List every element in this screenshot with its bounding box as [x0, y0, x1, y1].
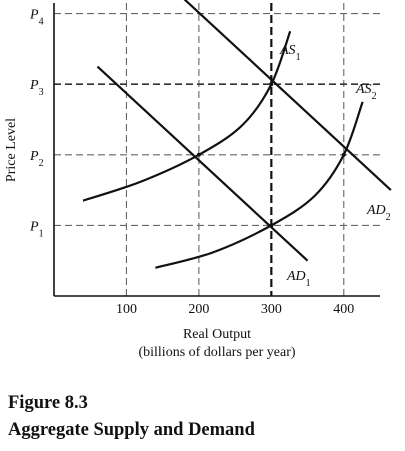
series-as1 [82, 30, 292, 202]
series-as2 [155, 101, 364, 269]
x-axis-sublabel: (billions of dollars per year) [138, 345, 295, 360]
label-ad1: AD1 [286, 269, 311, 289]
y-axis-label: Price Level [4, 118, 19, 182]
x-axis-label: Real Output [183, 327, 251, 342]
figure-title: Aggregate Supply and Demand [8, 420, 255, 440]
x-tick-400: 400 [333, 302, 354, 317]
figure-number: Figure 8.3 [8, 393, 88, 413]
x-tick-200: 200 [188, 302, 209, 317]
chart-area: 100 200 300 400 P1 P2 P3 P4 AS1 AS2 AD1 AD2 Real O… [4, 0, 392, 360]
x-tick-300: 300 [261, 302, 282, 317]
label-as1: AS1 [279, 43, 301, 63]
series-ad2 [183, 0, 392, 191]
x-tick-100: 100 [116, 302, 137, 317]
series-labels: AS1 AS2 AD1 AD2 [279, 43, 391, 289]
equilibrium-point [269, 223, 274, 228]
label-as2: AS2 [355, 82, 377, 102]
equilibrium-point [196, 152, 201, 157]
y-tick-p2: P2 [29, 149, 44, 169]
series-group [82, 0, 392, 269]
series-ad1 [96, 65, 309, 262]
grid-lines [54, 3, 380, 296]
equilibrium-point [269, 82, 274, 87]
label-ad2: AD2 [366, 203, 391, 223]
equilibrium-point [341, 152, 346, 157]
axes [53, 3, 380, 297]
y-tick-p4: P4 [29, 8, 44, 28]
y-tick-p1: P1 [29, 219, 44, 239]
y-tick-p3: P3 [29, 78, 44, 98]
